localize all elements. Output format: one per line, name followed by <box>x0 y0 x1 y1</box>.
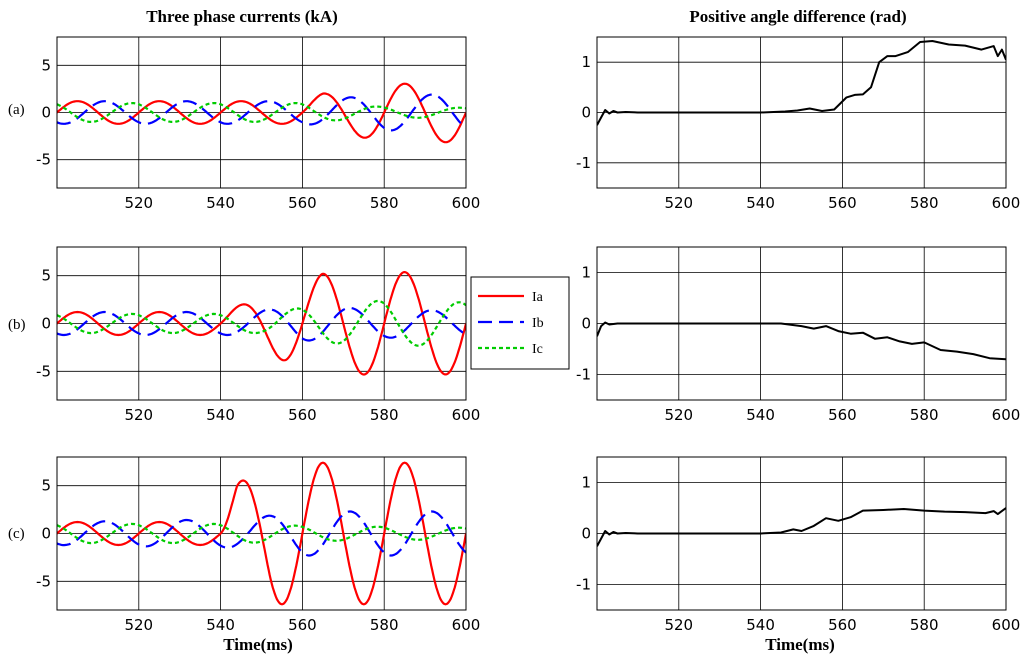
y-tick-label: 5 <box>41 267 51 285</box>
panel-b-currents: 520 540 560 580 600 5 0 -5 <box>36 246 481 424</box>
plot-frame <box>56 246 467 401</box>
x-tick-label: 520 <box>124 616 153 634</box>
series-angle-line <box>597 40 1006 126</box>
y-tick-label: 0 <box>41 104 51 122</box>
x-tick-label: 560 <box>288 616 317 634</box>
x-tick-label: 600 <box>992 194 1021 212</box>
x-tick-label: 580 <box>910 194 939 212</box>
x-tick-label: 580 <box>370 194 399 212</box>
series-ic-line <box>57 101 466 124</box>
panel-c-currents: 520 540 560 580 600 5 0 -5 <box>36 456 481 634</box>
y-tick-label: 0 <box>581 525 591 543</box>
x-tick-label: 540 <box>206 194 235 212</box>
row-label-a: (a) <box>8 102 25 118</box>
x-tick-label: 540 <box>206 406 235 424</box>
x-tick-label: 580 <box>910 406 939 424</box>
x-tick-label: 600 <box>992 406 1021 424</box>
series-ic-line <box>57 522 466 545</box>
y-tick-label: 1 <box>581 53 591 71</box>
panel-a-angle: 520 540 560 580 600 1 0 -1 <box>576 36 1021 212</box>
x-tick-label: 600 <box>452 406 481 424</box>
legend-label-ic: Ic <box>532 342 543 357</box>
series-ia-line <box>57 461 466 606</box>
series-angle-line <box>597 321 1006 361</box>
x-tick-label: 520 <box>124 194 153 212</box>
y-tick-label: 1 <box>581 474 591 492</box>
x-tick-label: 540 <box>746 406 775 424</box>
plot-frame <box>596 456 1007 611</box>
y-tick-label: -1 <box>576 576 591 594</box>
series-ib-line <box>57 306 466 342</box>
x-tick-label: 560 <box>288 406 317 424</box>
row-label-b: (b) <box>8 317 26 333</box>
y-tick-label: 5 <box>41 56 51 74</box>
series-ib-line <box>57 510 466 557</box>
series-ia-line <box>57 82 466 144</box>
x-tick-label: 520 <box>664 406 693 424</box>
x-tick-label: 520 <box>124 406 153 424</box>
y-tick-label: -1 <box>576 154 591 172</box>
series-ib-line <box>57 93 466 132</box>
x-tick-label: 540 <box>746 616 775 634</box>
x-tick-label: 560 <box>828 616 857 634</box>
series-ia-line <box>57 271 466 376</box>
y-tick-label: 5 <box>41 477 51 495</box>
right-column-title: Positive angle difference (rad) <box>689 7 906 26</box>
plot-frame <box>596 36 1007 189</box>
x-tick-label: 540 <box>206 616 235 634</box>
x-tick-label: 560 <box>828 406 857 424</box>
x-tick-label: 520 <box>664 194 693 212</box>
y-tick-label: -5 <box>36 362 51 380</box>
x-tick-label: 580 <box>370 406 399 424</box>
x-tick-label: 580 <box>370 616 399 634</box>
plot-frame <box>56 36 467 189</box>
y-tick-label: 0 <box>41 315 51 333</box>
y-tick-label: 0 <box>581 104 591 122</box>
plot-frame <box>56 456 467 611</box>
legend-label-ib: Ib <box>532 316 544 331</box>
x-tick-label: 580 <box>910 616 939 634</box>
series-ic-line <box>57 299 466 347</box>
y-tick-label: 0 <box>41 525 51 543</box>
row-label-c: (c) <box>8 526 25 542</box>
plot-frame <box>596 246 1007 401</box>
panel-a-currents: 520 540 560 580 600 5 0 -5 <box>36 36 481 212</box>
x-tick-label: 560 <box>288 194 317 212</box>
x-tick-label: 600 <box>452 194 481 212</box>
panel-c-angle: 520 540 560 580 600 1 0 -1 <box>576 456 1021 634</box>
panel-b-angle: 520 540 560 580 600 1 0 -1 <box>576 246 1021 424</box>
series-angle-line <box>597 507 1006 547</box>
y-tick-label: -1 <box>576 366 591 384</box>
x-axis-label-left: Time(ms) <box>223 635 293 654</box>
x-tick-label: 600 <box>452 616 481 634</box>
x-axis-label-right: Time(ms) <box>765 635 835 654</box>
x-tick-label: 600 <box>992 616 1021 634</box>
x-tick-label: 560 <box>828 194 857 212</box>
x-tick-label: 520 <box>664 616 693 634</box>
x-tick-label: 540 <box>746 194 775 212</box>
legend: Ia Ib Ic <box>470 276 570 370</box>
left-column-title: Three phase currents (kA) <box>146 7 338 26</box>
y-tick-label: -5 <box>36 572 51 590</box>
y-tick-label: 1 <box>581 264 591 282</box>
y-tick-label: -5 <box>36 151 51 169</box>
y-tick-label: 0 <box>581 315 591 333</box>
legend-label-ia: Ia <box>532 290 544 305</box>
